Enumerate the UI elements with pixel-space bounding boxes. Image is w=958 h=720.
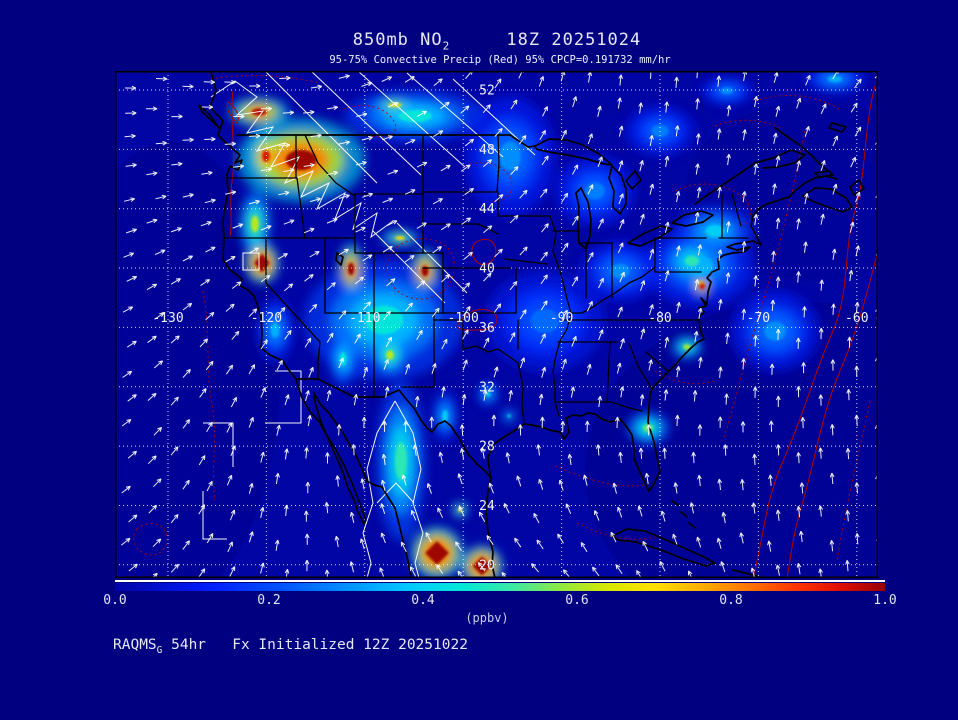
lon-tick-label: -100 xyxy=(448,311,479,326)
colorbar xyxy=(115,580,885,591)
colorbar-top-line xyxy=(115,580,885,582)
lat-tick-label: 20 xyxy=(479,558,495,573)
map-area: 52 48 44 40 36 32 28 24 20 -130 -120 -110 -100 -90 -80… xyxy=(115,71,878,578)
colorbar-tick-label: 0.0 xyxy=(103,593,127,608)
no2-field-core xyxy=(251,75,843,576)
lat-tick-label: 36 xyxy=(479,321,495,336)
lat-tick-label: 52 xyxy=(479,84,495,99)
axis-labels: 52 48 44 40 36 32 28 24 20 -130 -120 -110 -100 -90 -80… xyxy=(152,84,868,574)
model-subscript: G xyxy=(156,644,163,656)
lon-tick-label: -120 xyxy=(251,311,282,326)
colorbar-tick-label: 0.8 xyxy=(719,593,743,608)
plot-title: 850mb NO2 18Z 20251024 xyxy=(18,30,958,52)
lon-tick-label: -80 xyxy=(648,311,671,326)
wind-vectors xyxy=(120,71,878,578)
colorbar-tick-label: 0.2 xyxy=(257,593,281,608)
title-level-species: 850mb NO xyxy=(352,30,443,50)
model-info: RAQMSG 54hr Fx Initialized 12Z 20251022 xyxy=(113,637,468,656)
colorbar-tick-label: 1.0 xyxy=(873,593,897,608)
colorbar-tick-label: 0.4 xyxy=(411,593,435,608)
model-name: RAQMS xyxy=(113,637,157,653)
map-layers: 52 48 44 40 36 32 28 24 20 -130 -120 -110 -100 -90 -80… xyxy=(115,71,878,578)
colorbar-tick-labels: 0.0 0.2 0.4 0.6 0.8 1.0 xyxy=(0,593,958,609)
lon-tick-label: -130 xyxy=(152,311,183,326)
lon-tick-label: -60 xyxy=(845,311,868,326)
title-species-subscript: 2 xyxy=(442,39,451,53)
lat-tick-label: 48 xyxy=(479,143,495,158)
lon-tick-label: -70 xyxy=(747,311,770,326)
lat-tick-label: 24 xyxy=(479,499,495,514)
title-valid-time: 18Z 20251024 xyxy=(450,30,642,50)
lat-tick-label: 32 xyxy=(479,380,495,395)
map-border xyxy=(115,71,878,578)
colorbar-unit: (ppbv) xyxy=(465,611,509,625)
model-init-info: 54hr Fx Initialized 12Z 20251022 xyxy=(162,637,468,653)
lon-tick-label: -90 xyxy=(550,311,573,326)
colorbar-gradient xyxy=(115,583,885,591)
lat-tick-label: 40 xyxy=(479,262,495,277)
lat-tick-label: 28 xyxy=(479,440,495,455)
latlon-gridlines xyxy=(115,71,878,578)
no2-map: 52 48 44 40 36 32 28 24 20 -130 -120 -110 -100 -90 -80… xyxy=(115,71,878,578)
precip-contours-red xyxy=(133,75,878,578)
lon-tick-label: -110 xyxy=(349,311,380,326)
lat-tick-label: 44 xyxy=(479,202,495,217)
plot-subtitle: 95-75% Convective Precip (Red) 95% CPCP=… xyxy=(329,54,671,66)
colorbar-tick-label: 0.6 xyxy=(565,593,589,608)
